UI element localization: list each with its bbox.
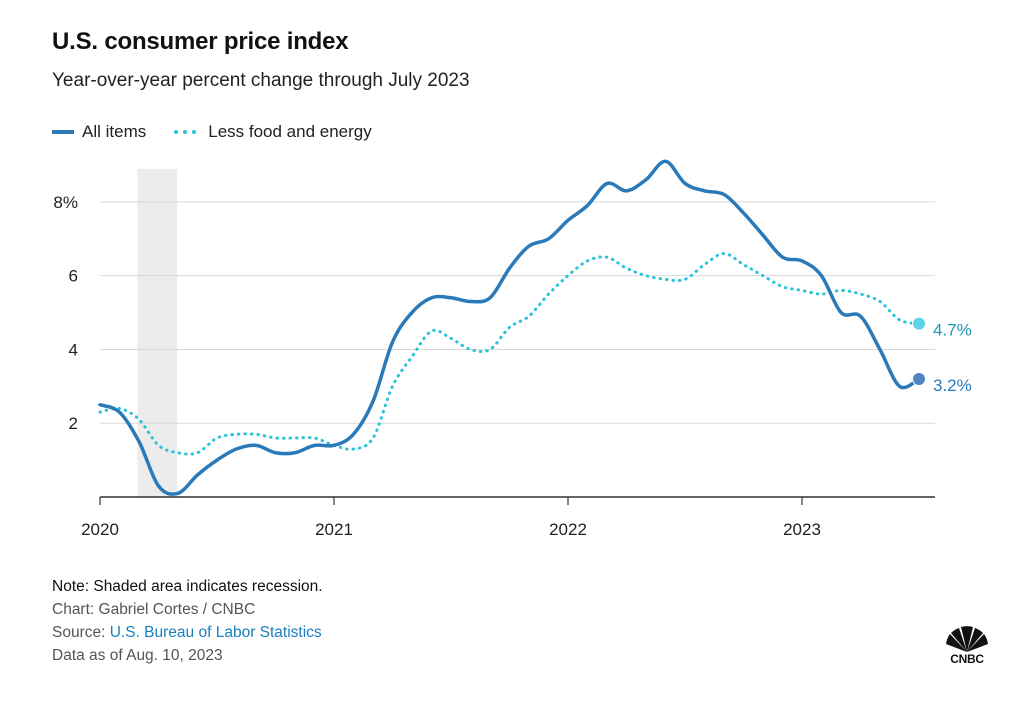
end-point-all-items [912, 371, 926, 386]
recession-note: Note: Shaded area indicates recession. [52, 578, 323, 595]
source-line: Source: U.S. Bureau of Labor Statistics [52, 621, 323, 644]
legend-swatch-solid [52, 130, 74, 134]
end-point-core [912, 316, 926, 331]
y-tick-label: 6 [69, 267, 78, 286]
logo-wordmark: CNBC [950, 652, 984, 666]
y-tick-label: 4 [69, 340, 78, 359]
cnbc-peacock-logo [946, 626, 988, 652]
data-as-of: Data as of Aug. 10, 2023 [52, 647, 223, 664]
legend: All items Less food and energy [52, 122, 400, 142]
legend-label-all-items: All items [82, 122, 147, 141]
chart-title: U.S. consumer price index [52, 28, 349, 55]
end-label-core: 4.7% [933, 321, 972, 340]
chart-credit: Chart: Gabriel Cortes / CNBC [52, 601, 256, 618]
x-tick-label: 2021 [315, 520, 353, 539]
legend-item-core: Less food and energy [174, 122, 372, 142]
y-tick-label: 8% [53, 193, 78, 212]
legend-label-core: Less food and energy [208, 122, 372, 141]
end-label-all-items: 3.2% [933, 376, 972, 395]
x-tick-label: 2023 [783, 520, 821, 539]
x-tick-label: 2022 [549, 520, 587, 539]
footnotes: Note: Shaded area indicates recession. C… [52, 575, 323, 667]
legend-swatch-dotted [174, 130, 197, 134]
series-line-core [98, 252, 921, 456]
series-line-all-items [98, 159, 921, 496]
chart-subtitle: Year-over-year percent change through Ju… [52, 70, 470, 91]
source-prefix: Source: [52, 624, 110, 641]
x-tick-label: 2020 [81, 520, 119, 539]
source-link[interactable]: U.S. Bureau of Labor Statistics [109, 624, 322, 641]
y-tick-label: 2 [69, 414, 78, 433]
legend-item-all-items: All items [52, 122, 146, 142]
